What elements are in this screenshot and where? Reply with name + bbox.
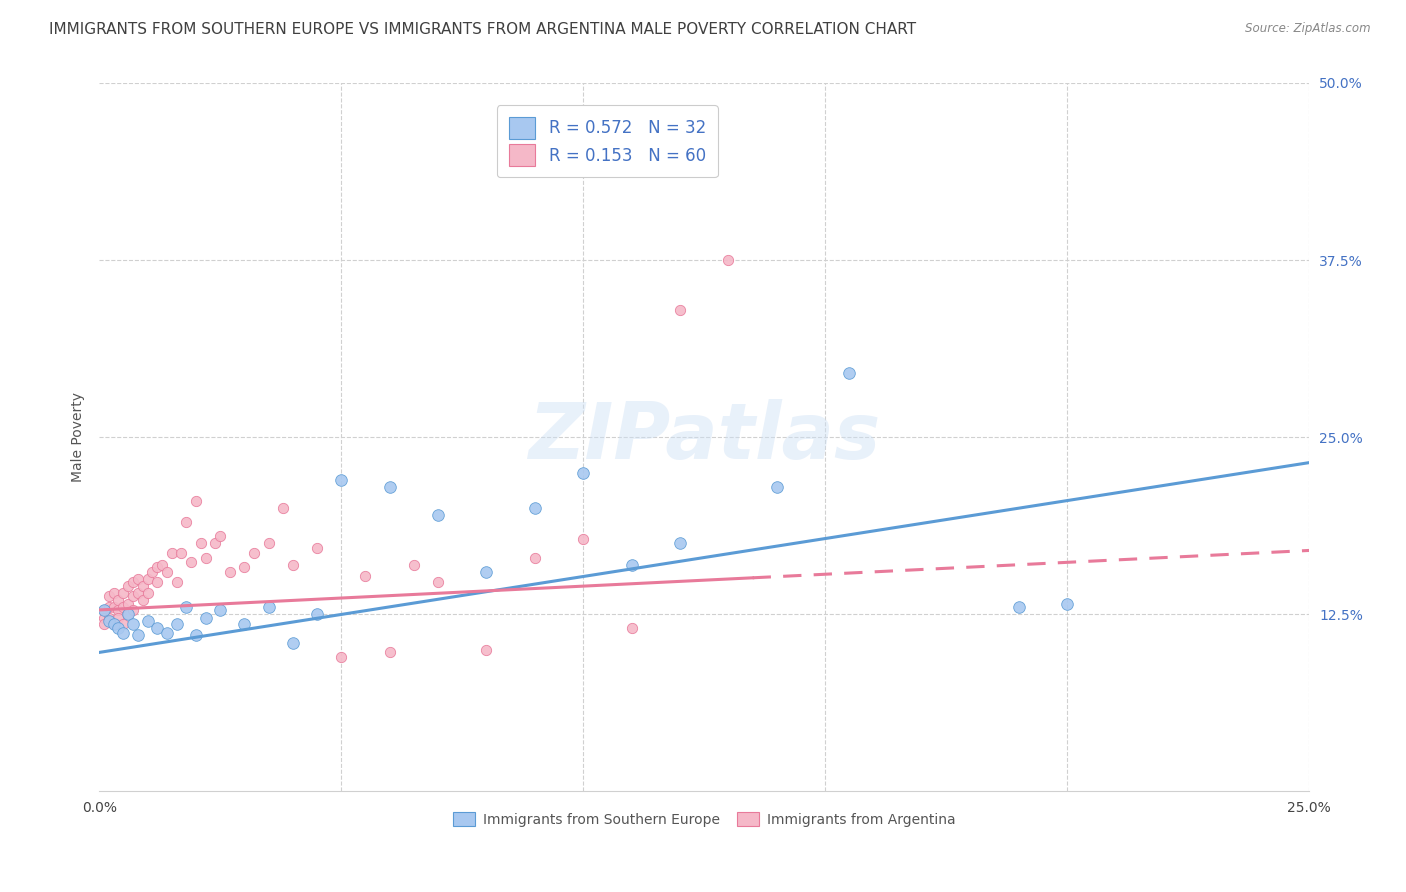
Point: [271, 500, 294, 515]
Point: [194, 550, 217, 565]
Point: [93, 603, 115, 617]
Point: [204, 536, 226, 550]
Point: [156, 625, 179, 640]
Point: [281, 635, 304, 649]
Point: [117, 607, 139, 622]
Point: [93, 617, 115, 632]
Point: [122, 617, 145, 632]
Point: [174, 515, 197, 529]
Legend: Immigrants from Southern Europe, Immigrants from Argentina: Immigrants from Southern Europe, Immigra…: [446, 805, 963, 834]
Point: [838, 367, 860, 381]
Point: [523, 550, 546, 565]
Point: [107, 621, 129, 635]
Point: [146, 574, 169, 589]
Point: [97, 611, 120, 625]
Point: [93, 611, 115, 625]
Point: [378, 645, 401, 659]
Point: [427, 508, 450, 522]
Point: [233, 560, 256, 574]
Point: [305, 607, 328, 622]
Point: [523, 500, 546, 515]
Point: [103, 617, 125, 632]
Point: [669, 536, 692, 550]
Point: [233, 617, 256, 632]
Point: [127, 628, 149, 642]
Point: [131, 593, 153, 607]
Text: Source: ZipAtlas.com: Source: ZipAtlas.com: [1246, 22, 1371, 36]
Point: [127, 586, 149, 600]
Point: [146, 621, 169, 635]
Point: [378, 480, 401, 494]
Point: [572, 466, 595, 480]
Point: [402, 558, 425, 572]
Point: [103, 617, 125, 632]
Point: [174, 600, 197, 615]
Point: [166, 574, 188, 589]
Point: [141, 565, 163, 579]
Point: [112, 600, 135, 615]
Point: [190, 536, 212, 550]
Point: [93, 603, 115, 617]
Text: IMMIGRANTS FROM SOUTHERN EUROPE VS IMMIGRANTS FROM ARGENTINA MALE POVERTY CORREL: IMMIGRANTS FROM SOUTHERN EUROPE VS IMMIG…: [49, 22, 917, 37]
Point: [117, 597, 139, 611]
Point: [475, 642, 498, 657]
Point: [717, 253, 740, 268]
Point: [146, 560, 169, 574]
Point: [330, 473, 353, 487]
Point: [330, 649, 353, 664]
Point: [354, 569, 377, 583]
Point: [150, 558, 173, 572]
Point: [170, 546, 193, 560]
Point: [117, 607, 139, 622]
Point: [136, 614, 159, 628]
Y-axis label: Male Poverty: Male Poverty: [72, 392, 86, 482]
Point: [620, 621, 643, 635]
Point: [1056, 597, 1078, 611]
Point: [117, 579, 139, 593]
Point: [127, 572, 149, 586]
Point: [257, 536, 280, 550]
Point: [427, 574, 450, 589]
Point: [160, 546, 183, 560]
Point: [184, 628, 207, 642]
Point: [112, 586, 135, 600]
Point: [103, 586, 125, 600]
Point: [766, 480, 789, 494]
Text: ZIPatlas: ZIPatlas: [529, 399, 880, 475]
Point: [209, 529, 232, 543]
Point: [107, 593, 129, 607]
Point: [122, 603, 145, 617]
Point: [103, 600, 125, 615]
Point: [112, 625, 135, 640]
Point: [572, 532, 595, 546]
Point: [122, 574, 145, 589]
Point: [620, 558, 643, 572]
Point: [194, 611, 217, 625]
Point: [184, 493, 207, 508]
Point: [156, 565, 179, 579]
Point: [243, 546, 266, 560]
Point: [122, 589, 145, 603]
Point: [1008, 600, 1031, 615]
Point: [107, 603, 129, 617]
Point: [669, 302, 692, 317]
Point: [218, 565, 240, 579]
Point: [257, 600, 280, 615]
Point: [131, 579, 153, 593]
Point: [166, 617, 188, 632]
Point: [97, 589, 120, 603]
Point: [475, 565, 498, 579]
Point: [112, 617, 135, 632]
Point: [281, 558, 304, 572]
Point: [97, 614, 120, 628]
Point: [107, 611, 129, 625]
Point: [136, 586, 159, 600]
Point: [305, 541, 328, 555]
Point: [136, 572, 159, 586]
Point: [209, 603, 232, 617]
Point: [180, 555, 202, 569]
Point: [97, 600, 120, 615]
